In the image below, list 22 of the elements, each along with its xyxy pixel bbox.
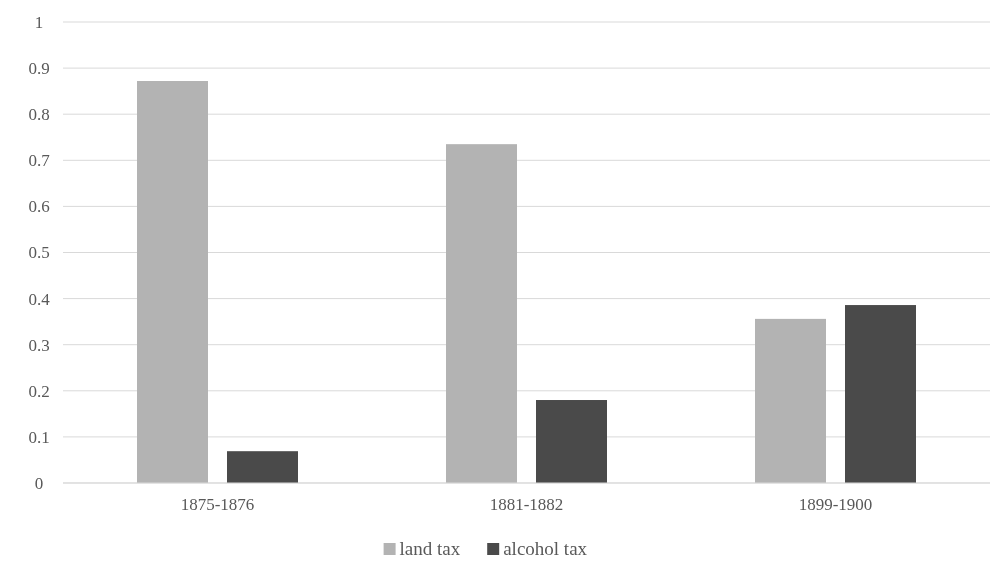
y-tick-label: 1 [34,12,44,32]
bar [137,81,208,483]
bar [845,305,916,483]
x-tick-label: 1881-1882 [489,495,564,514]
bar [755,318,826,483]
legend-label: alcohol tax [503,538,588,559]
y-tick-label: 0.4 [28,289,51,309]
y-tick-label: 0.7 [28,151,51,171]
y-tick-label: 0.1 [28,427,50,447]
y-tick-label: 0.3 [28,335,50,355]
y-tick-label: 0.8 [28,105,50,125]
legend-label: land tax [399,538,461,559]
y-tick-label: 0.6 [28,197,50,217]
x-tick-label: 1899-1900 [798,495,873,514]
bar [536,400,607,483]
y-tick-label: 0.5 [28,243,50,263]
bar [446,144,517,483]
x-tick-label: 1875-1876 [180,495,255,514]
y-tick-label: 0 [34,473,44,493]
y-tick-label: 0.2 [28,381,50,401]
y-tick-label: 0.9 [28,59,50,79]
bar [227,451,298,483]
